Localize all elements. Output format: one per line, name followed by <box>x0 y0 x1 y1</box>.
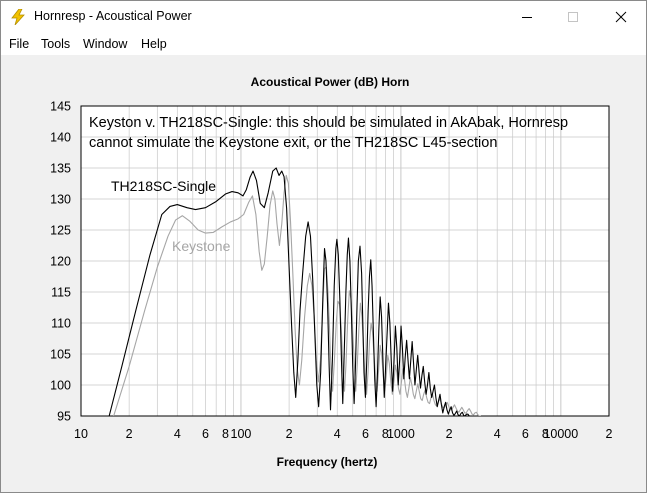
series-label-keystone: Keystone <box>172 238 231 254</box>
y-tick-label: 110 <box>51 317 71 331</box>
y-tick-label: 95 <box>57 410 71 424</box>
y-tick-label: 135 <box>50 162 71 176</box>
x-tick-label: 8 <box>382 427 389 441</box>
annotation-line-1: Keyston v. TH218SC-Single: this should b… <box>89 115 568 131</box>
menu-bar: File Tools Window Help <box>1 33 646 55</box>
x-tick-label: 6 <box>362 427 369 441</box>
x-tick-label: 4 <box>174 427 181 441</box>
y-tick-label: 105 <box>50 348 71 362</box>
x-tick-label: 4 <box>334 427 341 441</box>
x-tick-label: 1000 <box>387 427 415 441</box>
minimize-icon <box>522 17 532 18</box>
chart-area: Acoustical Power (dB) Horn 145 140 135 130 12… <box>9 55 640 486</box>
x-tick-label: 10000 <box>543 427 578 441</box>
window-title: Hornresp - Acoustical Power <box>34 9 192 23</box>
y-tick-label: 125 <box>50 224 71 238</box>
x-tick-label: 10 <box>74 427 88 441</box>
title-bar[interactable]: Hornresp - Acoustical Power <box>1 1 646 33</box>
menu-window[interactable]: Window <box>83 37 128 51</box>
y-tick-label: 145 <box>50 100 71 114</box>
maximize-icon <box>568 12 578 22</box>
series-label-th218sc: TH218SC-Single <box>111 178 216 194</box>
chart-title: Acoustical Power (dB) Horn <box>251 75 410 89</box>
x-tick-label: 4 <box>494 427 501 441</box>
maximize-button[interactable] <box>550 1 596 33</box>
minimize-button[interactable] <box>504 1 550 33</box>
close-button[interactable] <box>598 1 644 33</box>
x-tick-label: 100 <box>231 427 252 441</box>
x-tick-label: 6 <box>522 427 529 441</box>
plot-frame <box>80 105 610 417</box>
x-tick-label: 8 <box>222 427 229 441</box>
y-tick-label: 120 <box>50 255 71 269</box>
acoustical-power-chart: Acoustical Power (dB) Horn 145 140 135 130 12… <box>50 75 613 469</box>
x-tick-label: 8 <box>542 427 549 441</box>
menu-help[interactable]: Help <box>141 37 167 51</box>
y-tick-label: 140 <box>50 131 71 145</box>
x-tick-label: 2 <box>446 427 453 441</box>
x-tick-label: 6 <box>202 427 209 441</box>
y-tick-label: 115 <box>51 286 71 300</box>
y-tick-label: 100 <box>50 379 71 393</box>
x-tick-label: 2 <box>606 427 613 441</box>
x-tick-label: 2 <box>126 427 133 441</box>
annotation-line-2: cannot simulate the Keystone exit, or th… <box>89 135 497 151</box>
lightning-bolt-icon <box>11 9 25 25</box>
close-icon <box>615 11 627 23</box>
x-axis-label: Frequency (hertz) <box>277 455 378 469</box>
series-line-th218sc-single <box>108 167 471 416</box>
x-tick-label: 2 <box>286 427 293 441</box>
y-tick-label: 130 <box>50 193 71 207</box>
menu-file[interactable]: File <box>9 37 30 51</box>
menu-tools[interactable]: Tools <box>41 37 71 51</box>
